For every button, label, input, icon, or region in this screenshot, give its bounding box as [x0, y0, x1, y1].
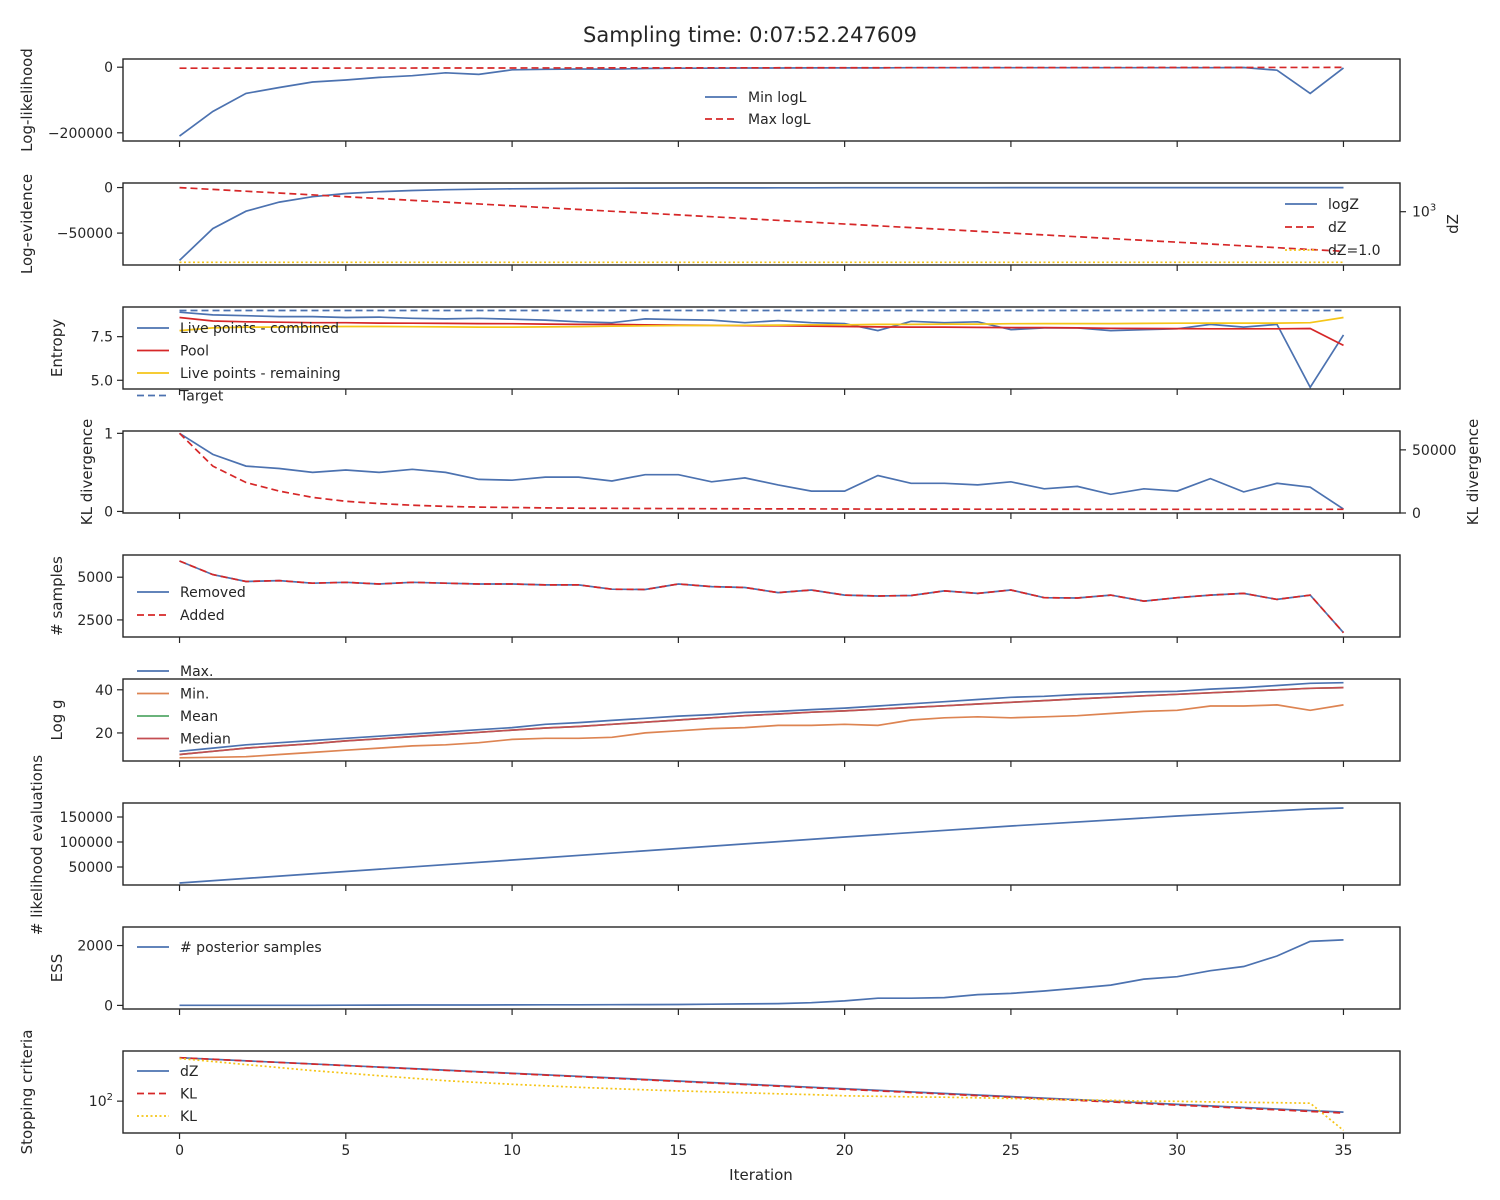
plot-frame-2 [122, 182, 1401, 266]
plot-frame-5 [122, 554, 1401, 638]
series-line-3-1 [179, 311, 1345, 389]
series-line-2-1 [178, 186, 1344, 262]
y-tick-label-1-2: −200000 [48, 126, 113, 142]
series-line-6-1 [179, 681, 1344, 753]
y-right-tick-label-2-1: 103 [1412, 203, 1436, 221]
legend-label-3-4: Target [179, 389, 224, 405]
y-axis-label-4: KL divergence [78, 419, 96, 525]
legend-label-9-2: KL [180, 1087, 197, 1103]
y-tick-label-5-1: 5000 [77, 570, 113, 586]
plot-frame-9 [122, 1050, 1401, 1134]
legend-label-1-2: Max logL [748, 112, 811, 128]
series-line-8-1 [179, 939, 1344, 1007]
y-axis-label-1: Log-likelihood [18, 48, 36, 152]
legend-label-2-3: dZ=1.0 [1328, 243, 1380, 259]
legend-label-6-2: Min. [180, 687, 209, 703]
series-line-5-1 [179, 560, 1345, 634]
plot-frame-6 [122, 678, 1401, 762]
figure-title: Sampling time: 0:07:52.247609 [583, 23, 917, 47]
y-axis-label-6: Log g [48, 699, 66, 740]
x-tick-label-3: 10 [503, 1143, 521, 1159]
legend-label-9-1: dZ [180, 1064, 198, 1080]
x-tick-label-7: 30 [1168, 1143, 1186, 1159]
y-tick-label-8-2: 0 [104, 998, 113, 1014]
series-line-6-3 [179, 686, 1344, 756]
panel-2: 0 −50000 103 Log-evidence dZ logZ dZ dZ=1.0 [18, 174, 1462, 274]
y-tick-label-9-1: 102 [89, 1092, 113, 1110]
y-tick-label-8-1: 2000 [77, 939, 113, 955]
panel-1: 0 −200000 Log-likelihood Min logL Max logL [18, 48, 1401, 152]
legend-label-3-3: Live points - remaining [180, 366, 341, 382]
plot-frame-8 [122, 926, 1401, 1010]
panel-7: 150000 100000 50000 # likelihood evaluation… [28, 755, 1401, 935]
series-line-6-4 [179, 686, 1344, 756]
y-axis-label-7: # likelihood evaluations [28, 755, 46, 935]
y-right-tick-label-4-2: 0 [1412, 506, 1421, 522]
series-line-1-2 [179, 66, 1344, 70]
legend-label-9-3: KL [180, 1109, 197, 1125]
panel-8: 2000 0 ESS # posterior samples [48, 926, 1401, 1015]
panel-5: 5000 2500 # samples Removed Added [48, 554, 1401, 643]
series-line-4-1 [179, 432, 1344, 510]
plot-frame-1 [122, 58, 1401, 142]
plot-frame-7 [122, 802, 1401, 886]
panel-3: 7.5 5.0 Entropy Live points - combined Pool L… [48, 306, 1401, 405]
x-tick-label-8: 35 [1335, 1143, 1353, 1159]
legend-label-5-2: Added [180, 608, 225, 624]
y-axis-right-label-4: KL divergence [1464, 419, 1482, 525]
x-tick-label-4: 15 [669, 1143, 687, 1159]
legend-label-6-3: Mean [180, 709, 218, 725]
y-axis-label-3: Entropy [48, 319, 66, 377]
series-line-4-2 [178, 432, 1344, 511]
legend-label-3-2: Pool [180, 344, 209, 360]
panel-6: 40 20 Log g Max. Min. Mean Median [48, 664, 1401, 767]
panel-9: 102 0 5 10 15 20 25 30 35 Stopping criteria dZ KL KL [18, 1030, 1401, 1159]
panel-4: 1 0 50000 0 KL divergence KL divergence [78, 419, 1482, 525]
x-tick-label-2: 5 [341, 1143, 350, 1159]
series-line-2-2 [179, 186, 1344, 253]
x-axis-label: Iteration [729, 1166, 793, 1184]
y-tick-label-4-2: 0 [104, 504, 113, 520]
legend-label-2-2: dZ [1328, 220, 1346, 236]
plot-frame-4 [122, 430, 1401, 514]
y-right-tick-label-4-1: 50000 [1412, 443, 1457, 459]
legend-label-6-4: Median [180, 732, 231, 748]
y-tick-label-6-2: 20 [95, 726, 113, 742]
y-tick-label-1-1: 0 [104, 60, 113, 76]
y-tick-label-6-1: 40 [95, 683, 113, 699]
y-tick-label-2-1: 0 [104, 181, 113, 197]
y-tick-label-7-2: 100000 [60, 835, 113, 851]
y-tick-label-7-1: 150000 [60, 810, 113, 826]
y-tick-label-7-3: 50000 [68, 860, 113, 876]
y-axis-label-5: # samples [48, 556, 66, 636]
panels: 0 −200000 Log-likelihood Min logL Max logL 0 −… [18, 48, 1482, 1159]
legend-label-6-1: Max. [180, 664, 213, 680]
y-tick-label-3-2: 5.0 [91, 373, 113, 389]
y-axis-label-2: Log-evidence [18, 174, 36, 274]
legend-label-8-1: # posterior samples [180, 940, 322, 956]
legend-label-5-1: Removed [180, 585, 246, 601]
series-line-5-2 [179, 560, 1345, 634]
legend-label-1-1: Min logL [748, 90, 807, 106]
y-axis-label-9: Stopping criteria [18, 1030, 36, 1155]
x-tick-label-6: 25 [1002, 1143, 1020, 1159]
x-tick-label-5: 20 [836, 1143, 854, 1159]
series-line-9-3 [179, 1057, 1345, 1132]
legend-label-2-1: logZ [1328, 197, 1359, 213]
plot-frame-3 [122, 306, 1401, 390]
y-axis-right-label-2: dZ [1444, 214, 1462, 234]
y-tick-label-5-2: 2500 [77, 613, 113, 629]
y-tick-label-3-1: 7.5 [91, 330, 113, 346]
y-tick-label-4-1: 1 [104, 426, 113, 442]
x-tick-label-1: 0 [175, 1143, 184, 1159]
series-line-6-2 [179, 704, 1344, 759]
legend-label-3-1: Live points - combined [180, 321, 339, 337]
series-line-3-3 [179, 316, 1344, 332]
y-tick-label-2-2: −50000 [57, 226, 113, 242]
series-line-7-1 [179, 807, 1344, 884]
y-axis-label-8: ESS [48, 954, 66, 983]
series-line-9-2 [179, 1056, 1344, 1114]
